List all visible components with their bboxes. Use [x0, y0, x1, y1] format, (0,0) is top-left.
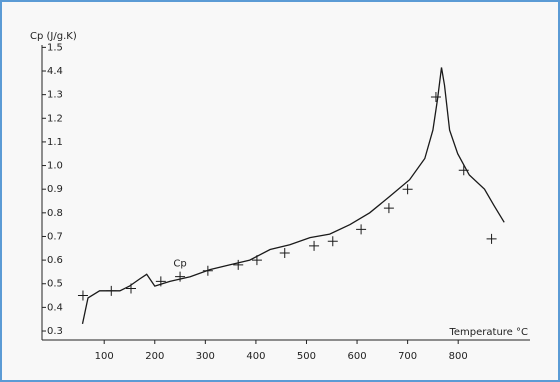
x-tick-label: 300 [196, 351, 215, 362]
y-tick-label: 0.5 [47, 279, 63, 290]
y-tick-label: 0.8 [47, 208, 63, 219]
x-axis-label: Temperature °C [448, 327, 528, 338]
cross-marker [106, 285, 117, 296]
y-tick-label: 1.3 [47, 90, 63, 101]
cross-marker [251, 255, 262, 266]
cross-marker [402, 184, 413, 195]
cross-marker [430, 92, 441, 103]
y-tick-label: 0.7 [47, 231, 63, 242]
cross-marker [327, 236, 338, 247]
cross-marker [309, 240, 320, 251]
cross-marker [279, 248, 290, 259]
y-tick-label: 0.6 [47, 255, 63, 266]
x-tick-label: 100 [95, 351, 114, 362]
cross-marker [383, 203, 394, 214]
y-tick-label: 1.0 [47, 161, 63, 172]
annotation: Cp [173, 259, 186, 270]
y-tick-label: 4.4 [47, 66, 63, 77]
cross-marker [77, 290, 88, 301]
x-tick-label: 400 [246, 351, 265, 362]
cross-marker [202, 265, 213, 276]
y-tick-label: 1.2 [47, 113, 63, 124]
cross-marker [458, 165, 469, 176]
x-tick-label: 800 [449, 351, 468, 362]
y-tick-label: 0.9 [47, 184, 63, 195]
y-tick-label: 0.3 [47, 326, 63, 337]
cross-marker [486, 233, 497, 244]
x-tick-label: 500 [297, 351, 316, 362]
x-tick-label: 600 [348, 351, 367, 362]
cross-marker [233, 259, 244, 270]
cross-marker [175, 271, 186, 282]
cross-marker [356, 224, 367, 235]
x-tick-label: 700 [398, 351, 417, 362]
cp-line [81, 67, 505, 325]
cross-marker [155, 276, 166, 287]
cross-marker [126, 283, 137, 294]
y-axis-label: Cp (J/g.K) [30, 31, 77, 42]
y-tick-label: 1.1 [47, 137, 63, 148]
y-tick-label: 0.4 [47, 302, 63, 313]
y-tick-label: 1.5 [47, 42, 63, 53]
x-tick-label: 200 [145, 351, 164, 362]
